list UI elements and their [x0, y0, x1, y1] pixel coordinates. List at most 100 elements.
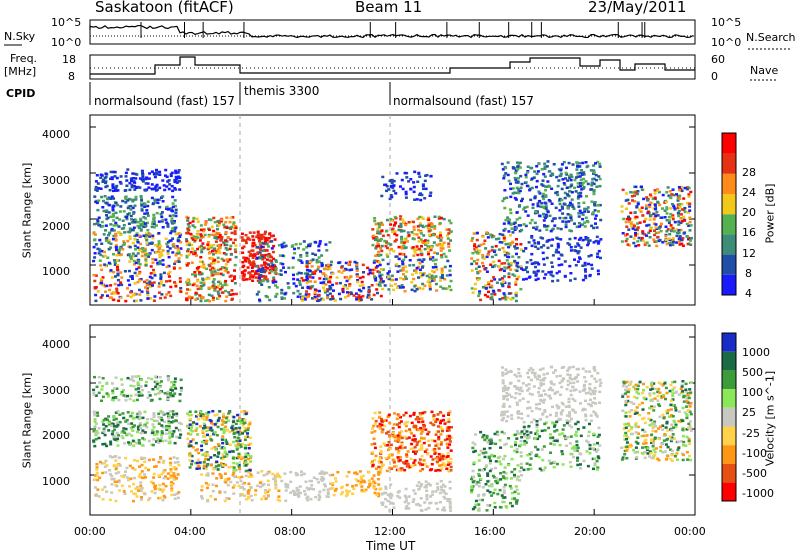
- power-echo: [516, 165, 520, 168]
- power-echo: [568, 229, 572, 232]
- power-echo: [672, 240, 675, 244]
- power-echo: [475, 238, 479, 242]
- power-echo: [325, 249, 329, 252]
- velocity-echo: [143, 460, 147, 463]
- power-echo: [477, 277, 481, 280]
- power-echo: [121, 199, 125, 203]
- power-echo: [146, 200, 150, 203]
- velocity-echo: [204, 442, 208, 445]
- power-echo: [311, 252, 315, 255]
- power-echo: [200, 244, 204, 248]
- power-echo: [397, 228, 401, 232]
- power-echo: [196, 279, 200, 283]
- power-echo: [570, 175, 574, 179]
- power-echo: [449, 221, 453, 225]
- power-echo: [631, 199, 634, 202]
- power-echo: [477, 265, 481, 268]
- power-echo: [219, 272, 223, 276]
- power-echo: [654, 207, 657, 211]
- velocity-echo: [156, 387, 160, 391]
- power-echo: [386, 255, 390, 258]
- power-echo: [185, 297, 189, 300]
- velocity-echo: [225, 428, 229, 432]
- power-echo: [287, 266, 291, 270]
- velocity-echo: [446, 463, 450, 466]
- power-echo: [258, 257, 262, 260]
- power-echo: [233, 232, 237, 236]
- velocity-echo: [172, 430, 176, 433]
- power-echo: [140, 207, 144, 210]
- velocity-echo: [248, 422, 252, 426]
- velocity-echo: [96, 411, 99, 414]
- power-echo: [637, 244, 641, 247]
- velocity-echo: [93, 413, 97, 417]
- power-echo: [399, 230, 403, 233]
- velocity-echo: [103, 485, 107, 489]
- velocity-echo: [190, 459, 194, 463]
- power-echo: [153, 201, 157, 204]
- velocity-echo: [393, 435, 397, 438]
- power-echo: [434, 265, 438, 269]
- velocity-echo: [256, 471, 260, 474]
- power-echo: [583, 207, 587, 211]
- velocity-echo: [236, 419, 240, 422]
- velocity-echo: [159, 457, 163, 460]
- velocity-echo: [170, 421, 174, 424]
- power-echo: [624, 239, 628, 243]
- power-echo: [675, 193, 678, 196]
- velocity-echo: [113, 428, 117, 431]
- power-echo: [306, 277, 310, 280]
- x-axis-label: Time UT: [366, 539, 416, 553]
- power-echo: [417, 236, 421, 239]
- power-echo: [593, 209, 597, 212]
- velocity-echo: [289, 470, 293, 474]
- power-cbar-tick-28: 28: [742, 166, 756, 179]
- nsearch-label: N.Search: [746, 31, 796, 44]
- velocity-echo: [274, 484, 278, 487]
- velocity-echo: [430, 463, 434, 466]
- power-echo: [399, 218, 403, 221]
- power-echo: [372, 293, 376, 297]
- power-echo: [519, 243, 523, 246]
- power-echo: [647, 231, 651, 235]
- power-echo: [542, 212, 545, 216]
- power-echo: [511, 231, 515, 234]
- velocity-echo: [490, 494, 494, 497]
- power-echo: [413, 170, 417, 174]
- velocity-echo: [420, 454, 424, 458]
- velocity-echo: [97, 391, 101, 395]
- power-echo: [101, 206, 105, 209]
- power-echo: [138, 249, 142, 252]
- power-echo: [243, 269, 247, 272]
- power-echo: [490, 292, 494, 296]
- velocity-echo: [425, 498, 429, 501]
- velocity-echo: [188, 423, 192, 426]
- velocity-echo: [448, 505, 452, 508]
- velocity-echo: [162, 459, 166, 463]
- power-echo: [110, 176, 114, 179]
- power-echo: [199, 228, 203, 232]
- power-echo: [138, 263, 142, 266]
- power-echo: [378, 223, 382, 227]
- velocity-echo: [284, 489, 288, 492]
- power-echo: [594, 222, 597, 225]
- velocity-echo: [124, 470, 127, 473]
- power-echo: [562, 202, 566, 205]
- velocity-echo: [129, 414, 133, 418]
- velocity-echo: [436, 488, 440, 491]
- velocity-echo: [122, 394, 126, 397]
- velocity-echo: [117, 456, 121, 459]
- power-echo: [536, 277, 540, 281]
- power-echo: [174, 188, 178, 191]
- power-echo: [159, 282, 163, 285]
- power-echo: [497, 237, 501, 240]
- velocity-echo: [147, 498, 150, 502]
- power-echo: [267, 237, 271, 240]
- power-echo: [577, 238, 581, 241]
- power-echo: [444, 287, 448, 290]
- power-echo: [124, 189, 128, 192]
- velocity-echo: [246, 428, 250, 432]
- velocity-echo: [215, 477, 219, 480]
- power-echo: [380, 273, 384, 277]
- power-echo: [418, 193, 422, 196]
